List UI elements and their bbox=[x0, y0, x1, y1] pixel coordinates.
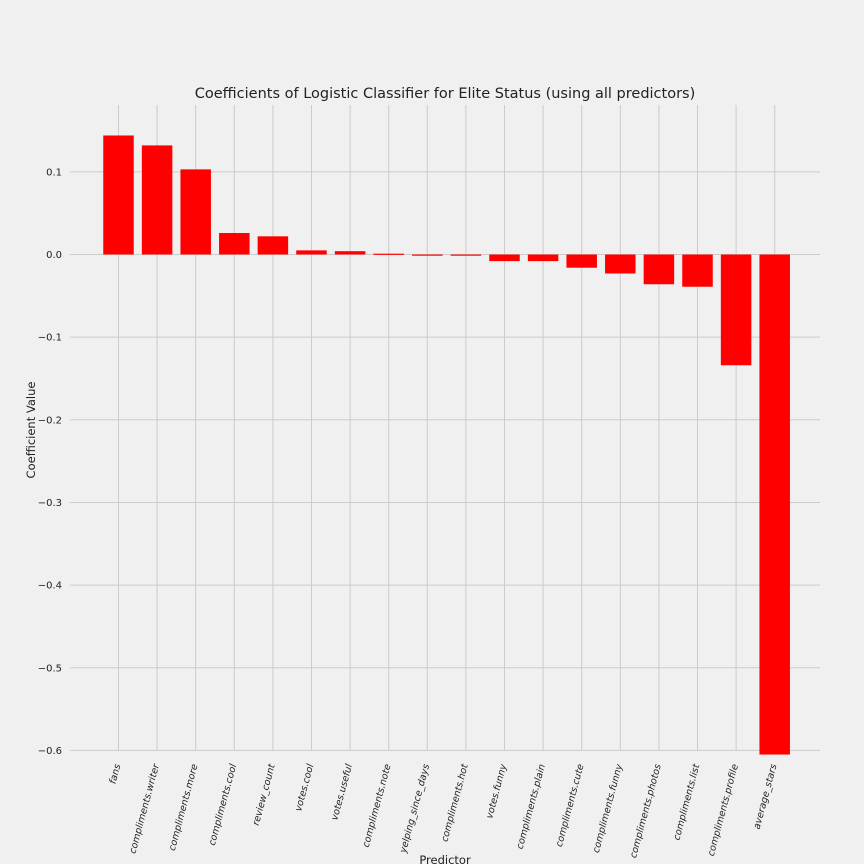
bar-compliments-photos bbox=[643, 254, 675, 285]
bar-votes-funny bbox=[489, 254, 520, 262]
bar-compliments-profile bbox=[720, 254, 752, 366]
bar-compliments-plain bbox=[527, 254, 559, 262]
bar-fans bbox=[103, 135, 134, 255]
chart-title: Coefficients of Logistic Classifier for … bbox=[195, 86, 696, 102]
y-tick-label: −0.1 bbox=[38, 333, 62, 344]
grid-layer bbox=[70, 105, 820, 751]
y-tick-label: −0.5 bbox=[38, 663, 62, 674]
bar-compliments-note bbox=[373, 253, 404, 255]
x-axis-label: Predictor bbox=[419, 853, 471, 864]
y-tick-label: 0.0 bbox=[46, 250, 62, 261]
bar-compliments-list bbox=[682, 254, 713, 287]
y-tick-label: −0.4 bbox=[38, 581, 62, 592]
bar-layer bbox=[103, 135, 790, 755]
bar-review-count bbox=[257, 236, 289, 255]
bar-compliments-more bbox=[180, 169, 211, 255]
bar-compliments-funny bbox=[605, 254, 636, 274]
y-tick-labels: 0.1 0.0 −0.1 −0.2 −0.3 −0.4 −0.5 −0.6 bbox=[38, 167, 62, 757]
y-tick-label: −0.2 bbox=[38, 415, 62, 426]
y-tick-label: 0.1 bbox=[46, 167, 62, 178]
y-tick-label: −0.3 bbox=[38, 498, 62, 509]
y-axis-label: Coefficient Value bbox=[24, 382, 38, 479]
bar-votes-cool bbox=[296, 250, 327, 255]
y-tick-label: −0.6 bbox=[38, 746, 62, 757]
bar-compliments-cool bbox=[219, 233, 250, 255]
bar-compliments-writer bbox=[141, 145, 173, 255]
bar-average-stars bbox=[759, 254, 790, 755]
bar-compliments-cute bbox=[566, 254, 597, 268]
bar-yelping-since-days bbox=[412, 254, 443, 256]
bar-compliments-hot bbox=[450, 254, 482, 256]
x-tick-label: fans bbox=[108, 763, 124, 785]
bar-votes-useful bbox=[334, 251, 366, 255]
